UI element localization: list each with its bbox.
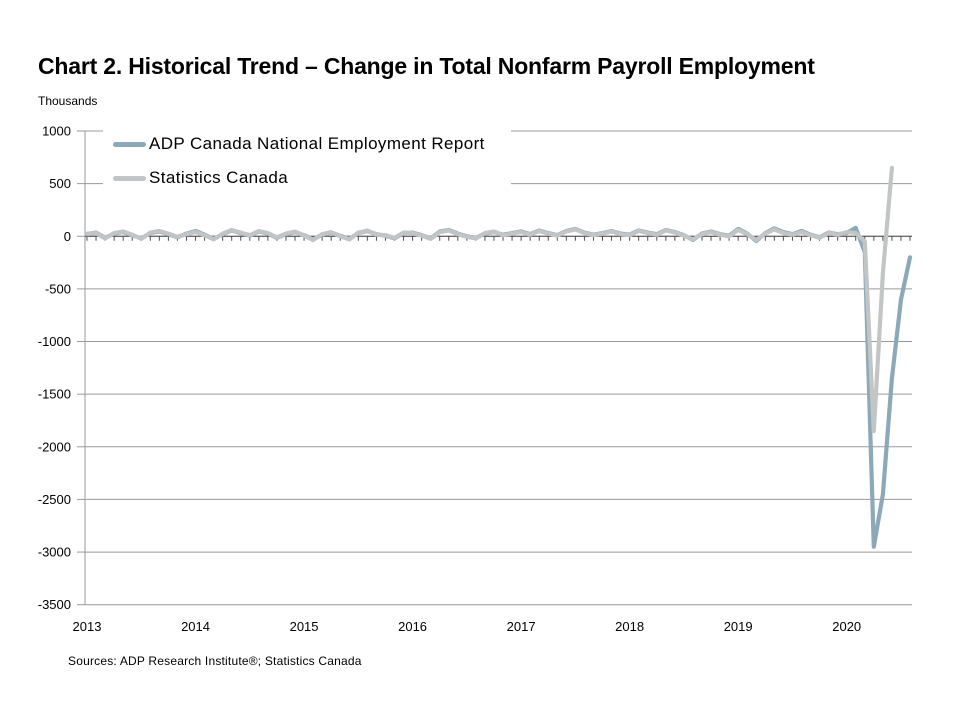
x-tick-label: 2014 [181, 619, 210, 634]
x-tick-label: 2018 [615, 619, 644, 634]
adp-line-swatch-icon [113, 141, 146, 147]
statcan-line-swatch-icon [113, 175, 146, 181]
source-note: Sources: ADP Research Institute®; Statis… [68, 654, 362, 668]
y-tick-label: -3500 [38, 597, 71, 612]
y-tick-label: -2000 [38, 439, 71, 454]
y-tick-label: 500 [49, 176, 71, 191]
y-tick-label: 0 [64, 229, 71, 244]
y-tick-label: 1000 [42, 124, 71, 139]
y-tick-label: -1000 [38, 334, 71, 349]
x-tick-label: 2013 [73, 619, 102, 634]
y-tick-label: -3000 [38, 545, 71, 560]
chart-legend: ADP Canada National Employment Report St… [103, 127, 511, 195]
y-tick-label: -1500 [38, 387, 71, 402]
y-tick-label: -500 [45, 281, 71, 296]
chart-title: Chart 2. Historical Trend – Change in To… [38, 53, 815, 79]
legend-item-adp: ADP Canada National Employment Report [103, 128, 511, 161]
legend-label-statcan: Statistics Canada [149, 168, 289, 187]
series-line-statcan [84, 165, 895, 434]
legend-label-adp: ADP Canada National Employment Report [149, 134, 485, 153]
x-tick-label: 2015 [290, 619, 319, 634]
x-tick-label: 2016 [398, 619, 427, 634]
x-tick-label: 2020 [832, 619, 861, 634]
legend-item-statcan: Statistics Canada [103, 162, 511, 195]
x-tick-label: 2017 [507, 619, 536, 634]
y-tick-label: -2500 [38, 492, 71, 507]
y-axis-units-label: Thousands [38, 94, 98, 108]
x-tick-label: 2019 [724, 619, 753, 634]
